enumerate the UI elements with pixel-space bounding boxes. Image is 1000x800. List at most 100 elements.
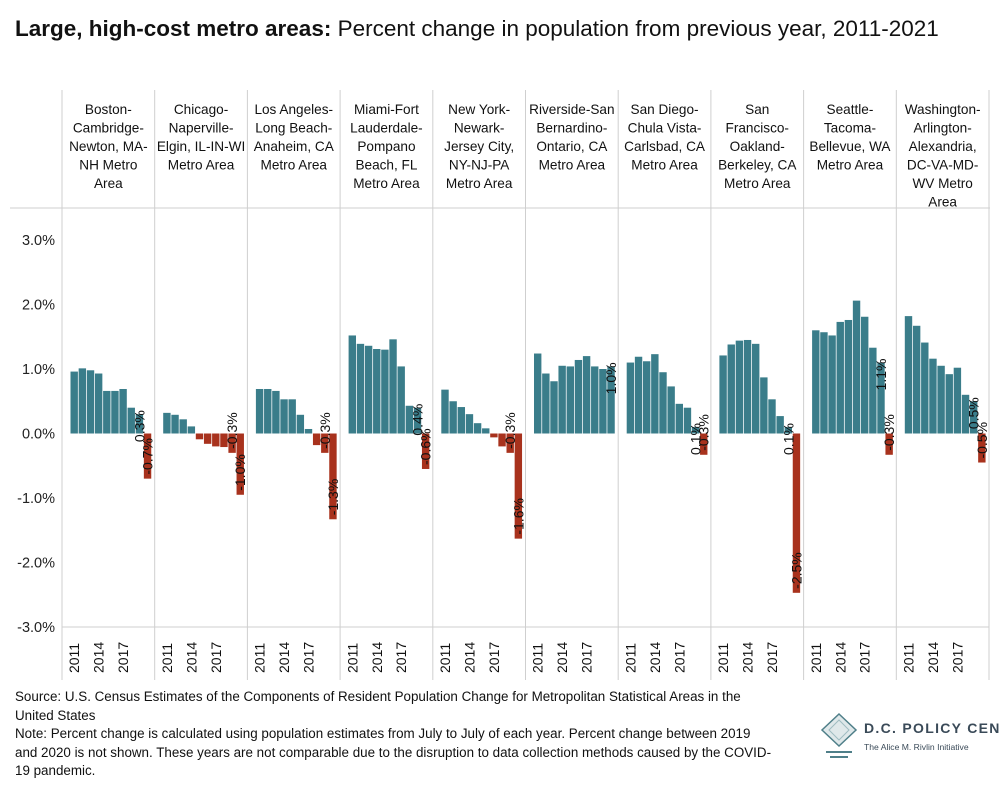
bar [667,386,675,434]
x-tick-label: 2017 [115,642,131,673]
panel-header-line: Lauderdale- [350,121,423,136]
logo-name: D.C. POLICY CENTER [864,720,1000,736]
bar [558,365,566,434]
panel-header-line: NH Metro [79,158,137,173]
x-tick-label: 2014 [461,642,477,673]
panel-header-line: Arlington- [914,121,972,136]
bar [542,373,550,434]
bar [78,368,87,434]
panel-header-line: Seattle- [827,102,874,117]
data-label: -2.5% [788,552,804,589]
bar [760,377,768,434]
data-label: 0.1% [688,423,704,455]
bar [820,332,828,434]
bar [591,366,599,434]
x-tick-label: 2017 [949,642,965,673]
panel-header-line: Elgin, IL-IN-WI [157,139,245,154]
bar [236,433,244,495]
panel-header-line: Bellevue, WA [809,139,891,154]
bar [776,416,784,434]
bar [473,423,482,434]
bar [836,321,844,434]
data-label: 1.0% [603,362,619,394]
bar [195,433,204,440]
x-tick-label: 2011 [622,643,638,673]
panel-header-line: New York- [448,102,510,117]
bar [768,399,776,434]
x-tick-label: 2014 [740,642,756,673]
bar [792,433,801,593]
bar [421,433,430,469]
panel-header-line: Miami-Fort [354,102,419,117]
bar [599,369,607,434]
bar [961,394,970,434]
bar [828,335,836,434]
bar [405,405,414,434]
bar [389,339,397,434]
bar [220,433,228,448]
bar [127,407,135,434]
panel-header-line: Newark- [454,121,505,136]
data-label: -0.3% [502,412,518,449]
x-tick-label: 2011 [66,643,82,673]
chart-footer: Source: U.S. Census Estimates of the Com… [15,688,775,781]
x-tick-label: 2011 [901,643,917,673]
y-tick-label: -2.0% [17,556,55,572]
bar [735,340,744,434]
bar [457,407,465,434]
dc-policy-center-logo: D.C. POLICY CENTER The Alice M. Rivlin I… [818,712,1000,762]
bar [844,319,853,434]
x-tick-label: 2011 [437,643,453,673]
panel-header-line: Ontario, CA [536,139,608,154]
bar [752,343,760,434]
bar [534,353,542,434]
bar [296,414,305,434]
bar [212,433,220,447]
bar [143,433,152,479]
panel-header-line: Metro Area [724,176,791,191]
panel-header-line: Los Angeles- [254,102,333,117]
bar [877,362,885,434]
panel-header-line: Long Beach- [255,121,332,136]
x-tick-label: 2017 [301,642,317,673]
bar [607,366,615,434]
bar [482,428,490,434]
bar [119,388,127,434]
x-tick-label: 2011 [252,643,268,673]
bar [413,407,422,434]
panel-header-line: Anaheim, CA [254,139,335,154]
bar [784,427,792,434]
bar [94,373,103,434]
panel-header-line: NY-NJ-PA [449,158,510,173]
bar [937,365,945,434]
data-label: -0.7% [140,438,156,475]
bar [945,374,953,434]
x-tick-label: 2014 [832,642,848,673]
data-label: -0.6% [418,428,434,465]
data-label: 0.5% [966,397,982,429]
panel-header-line: Washington- [905,102,981,117]
x-tick-label: 2011 [808,643,824,673]
y-tick-label: 3.0% [22,233,55,249]
x-tick-label: 2014 [276,642,292,673]
data-label: -0.3% [224,412,240,449]
x-tick-label: 2014 [91,642,107,673]
bar [514,433,523,539]
bar [904,316,913,434]
dc-map-icon [820,712,858,758]
bar [304,428,313,434]
bar [659,372,667,434]
bar [329,433,337,520]
x-tick-label: 2017 [486,642,502,673]
bar [574,359,583,434]
x-tick-label: 2014 [369,642,385,673]
x-tick-label: 2017 [857,642,873,673]
panel-header-line: Tacoma- [824,121,876,136]
x-tick-label: 2017 [393,642,409,673]
bar [869,347,877,434]
chart-title-bold: Large, high-cost metro areas: [15,16,332,41]
panel-header-line: Oakland- [730,139,785,154]
x-tick-label: 2011 [344,643,360,673]
y-tick-label: 0.0% [22,427,55,443]
bar [683,407,692,434]
